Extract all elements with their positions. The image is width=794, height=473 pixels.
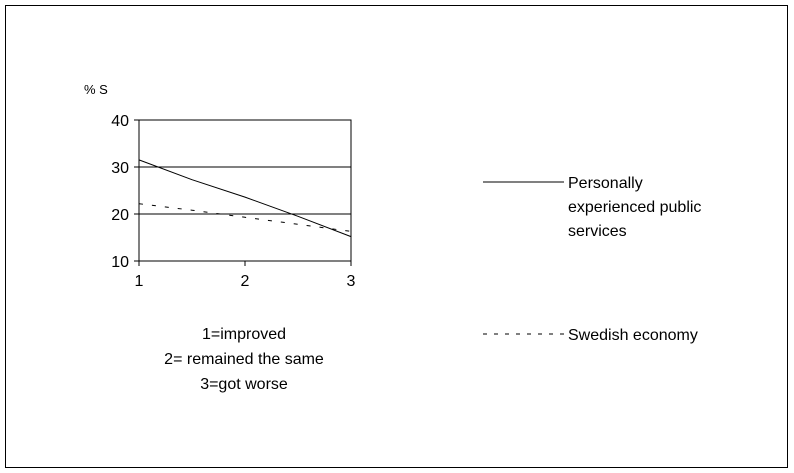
y-unit-label: % S: [84, 82, 108, 97]
y-tick-label: 10: [111, 254, 129, 271]
series-line-swedish-economy: [138, 203, 352, 232]
legend-label-personal-services-2: experienced public: [568, 199, 701, 216]
y-tick-label: 20: [111, 207, 129, 224]
x-tick-label: 3: [347, 273, 356, 290]
x-caption-line-2: 2= remained the same: [164, 351, 324, 368]
legend-label-personal-services-1: Personally: [568, 175, 643, 192]
chart-frame: % S 40 30 20 10 1 2 3 1=improved 2= remained …: [5, 5, 788, 468]
series-lines: [138, 159, 352, 238]
x-tick-label: 1: [135, 273, 144, 290]
legend-label-swedish-economy: Swedish economy: [568, 327, 698, 344]
x-axis-ticks: 1 2 3: [135, 261, 356, 290]
legend-label-personal-services-3: services: [568, 223, 627, 240]
line-chart: % S 40 30 20 10 1 2 3 1=improved 2= remained …: [84, 82, 701, 393]
plot-area-border: [138, 119, 352, 262]
grid-lines: [139, 166, 351, 215]
y-axis-ticks: 40 30 20 10: [111, 113, 139, 271]
x-caption-line-1: 1=improved: [202, 326, 286, 343]
x-caption-line-3: 3=got worse: [200, 376, 288, 393]
y-tick-label: 30: [111, 160, 129, 177]
x-tick-label: 2: [241, 273, 250, 290]
legend: Personally experienced public services S…: [483, 175, 701, 344]
series-line-personal-services: [138, 159, 352, 238]
y-tick-label: 40: [111, 113, 129, 130]
